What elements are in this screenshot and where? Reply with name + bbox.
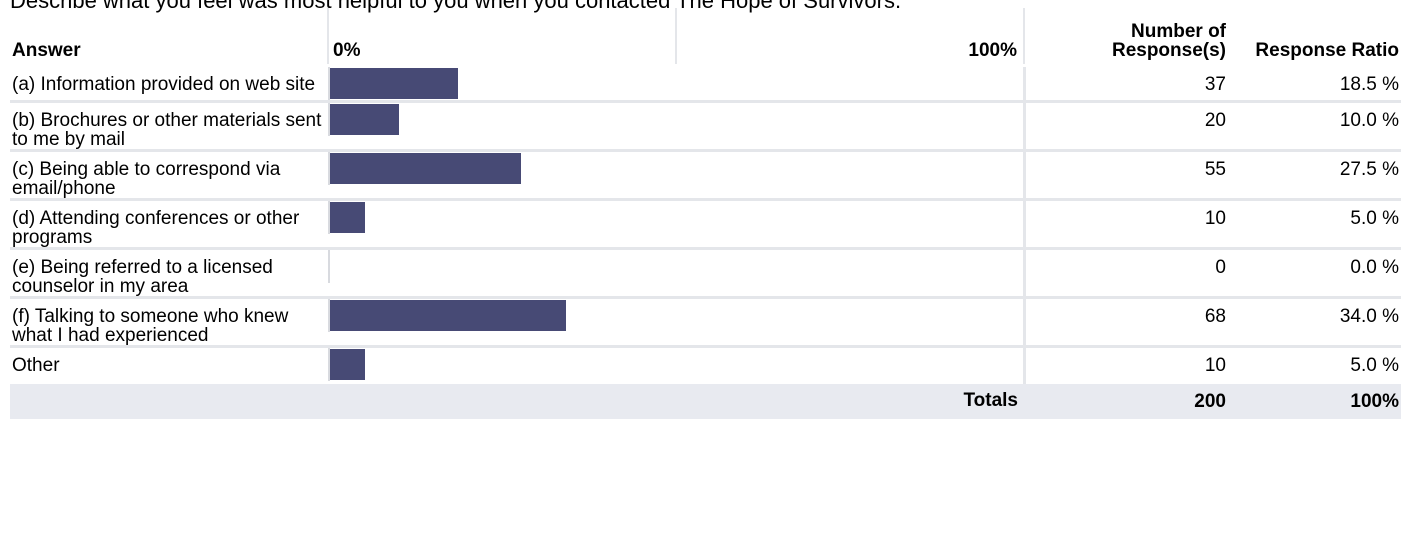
- table-row: (b) Brochures or other materials sent to…: [10, 100, 1401, 151]
- table-row: (d) Attending conferences or other progr…: [10, 198, 1401, 249]
- response-ratio: 34.0 %: [1236, 296, 1401, 347]
- results-table: Answer 0% 100% Number of Response(s) Res…: [10, 8, 1401, 419]
- axis-max-label: 100%: [675, 8, 1024, 67]
- totals-row: Totals 200 100%: [10, 381, 1401, 419]
- bar-track: [328, 348, 1024, 381]
- count-header: Number of Response(s): [1023, 8, 1236, 67]
- response-bar: [330, 300, 566, 331]
- answer-label: (e) Being referred to a licensed counsel…: [10, 247, 328, 298]
- response-count: 10: [1024, 345, 1236, 383]
- bar-track: [328, 299, 1024, 332]
- bar-cell: [328, 296, 1026, 347]
- bar-track: [328, 67, 1024, 100]
- bar-cell: [328, 100, 1026, 151]
- response-count: 37: [1024, 64, 1236, 102]
- totals-ratio: 100%: [1236, 381, 1401, 419]
- response-ratio: 5.0 %: [1236, 198, 1401, 249]
- totals-label: Totals: [328, 381, 1024, 419]
- response-ratio: 18.5 %: [1236, 64, 1401, 102]
- answer-label: (f) Talking to someone who knew what I h…: [10, 296, 328, 347]
- response-bar: [330, 153, 521, 184]
- response-bar: [330, 104, 399, 135]
- answer-label: (c) Being able to correspond via email/p…: [10, 149, 328, 200]
- response-bar: [330, 349, 365, 380]
- header-row: Answer 0% 100% Number of Response(s) Res…: [10, 8, 1401, 67]
- bar-cell: [328, 149, 1026, 200]
- totals-count: 200: [1024, 381, 1236, 419]
- bar-cell: [328, 198, 1026, 249]
- table-row: Other 10 5.0 %: [10, 345, 1401, 383]
- ratio-header: Response Ratio: [1236, 8, 1401, 67]
- totals-spacer: [10, 381, 328, 419]
- response-count: 55: [1024, 149, 1236, 200]
- response-ratio: 5.0 %: [1236, 345, 1401, 383]
- results-body: (a) Information provided on web site 37 18…: [10, 64, 1401, 383]
- response-count: 68: [1024, 296, 1236, 347]
- bar-cell: [328, 247, 1026, 298]
- answer-label: (b) Brochures or other materials sent to…: [10, 100, 328, 151]
- answer-label: (d) Attending conferences or other progr…: [10, 198, 328, 249]
- response-count: 0: [1024, 247, 1236, 298]
- answer-label: Other: [10, 345, 328, 383]
- table-row: (c) Being able to correspond via email/p…: [10, 149, 1401, 200]
- response-bar: [330, 68, 458, 99]
- answer-label: (a) Information provided on web site: [10, 64, 328, 102]
- response-ratio: 27.5 %: [1236, 149, 1401, 200]
- table-row: (a) Information provided on web site 37 18…: [10, 64, 1401, 102]
- response-ratio: 10.0 %: [1236, 100, 1401, 151]
- bar-cell: [328, 345, 1026, 383]
- bar-track: [328, 103, 1024, 136]
- bar-track: [328, 250, 1024, 283]
- table-row: (f) Talking to someone who knew what I h…: [10, 296, 1401, 347]
- response-ratio: 0.0 %: [1236, 247, 1401, 298]
- response-count: 10: [1024, 198, 1236, 249]
- axis-min-label: 0%: [327, 8, 676, 67]
- answer-header: Answer: [10, 8, 328, 67]
- response-bar: [330, 202, 365, 233]
- table-row: (e) Being referred to a licensed counsel…: [10, 247, 1401, 298]
- bar-track: [328, 201, 1024, 234]
- bar-track: [328, 152, 1024, 185]
- bar-cell: [328, 64, 1026, 102]
- response-count: 20: [1024, 100, 1236, 151]
